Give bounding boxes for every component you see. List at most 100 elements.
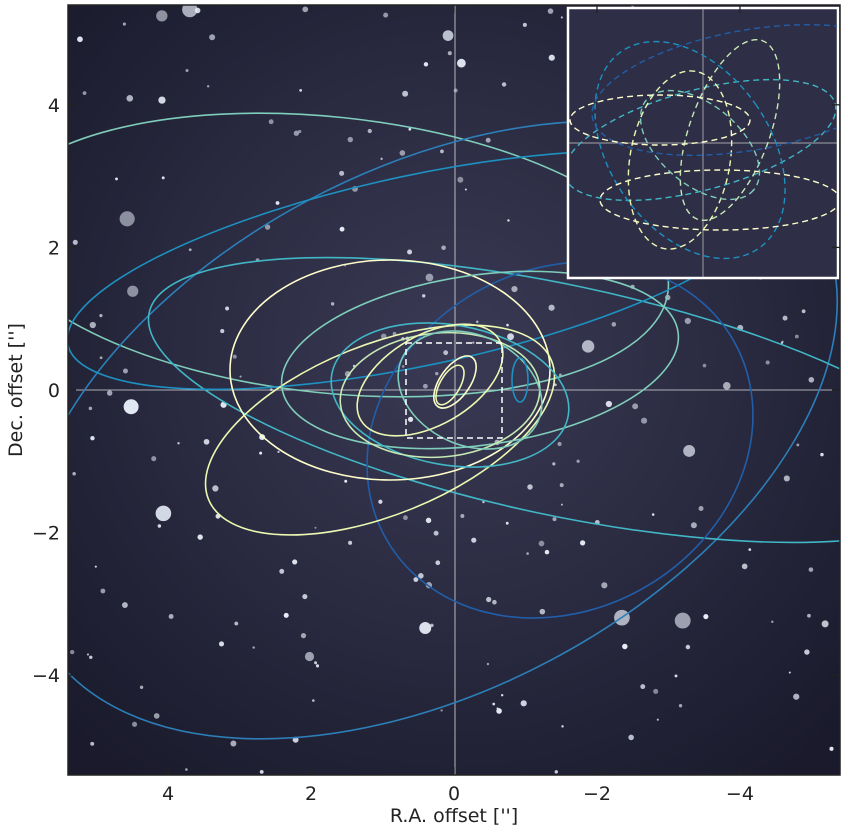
star [212, 485, 219, 492]
inset-orbit [569, 78, 837, 202]
orbit [147, 256, 840, 544]
star [106, 390, 113, 396]
y-tick-label: 4 [48, 95, 60, 117]
x-tick-label: −2 [583, 783, 611, 805]
star [121, 602, 128, 608]
star [678, 704, 683, 708]
star [155, 505, 172, 522]
orbit [330, 322, 570, 468]
y-tick-label: −2 [32, 523, 60, 545]
inset-orbit [639, 89, 761, 201]
star [209, 34, 216, 41]
star [99, 356, 103, 360]
star [300, 632, 307, 639]
inset-orbit [569, 94, 751, 146]
star [442, 30, 454, 41]
star [433, 530, 439, 536]
x-tick-label: −4 [726, 783, 754, 805]
star [383, 12, 389, 18]
star [460, 514, 465, 519]
star [218, 641, 225, 647]
star [506, 323, 509, 327]
star [378, 499, 383, 504]
star [252, 646, 255, 649]
inset-orbit [599, 169, 837, 231]
star [656, 718, 659, 721]
star [722, 382, 731, 390]
star [440, 709, 443, 712]
star [486, 596, 492, 603]
star [698, 505, 704, 512]
star [794, 334, 799, 339]
star [741, 563, 748, 570]
star [492, 599, 497, 605]
star [153, 713, 160, 719]
y-tick-label: 0 [48, 380, 60, 402]
star [640, 684, 646, 690]
star [70, 649, 75, 655]
star [425, 273, 434, 282]
x-tick-label: 4 [162, 783, 174, 805]
orbit [366, 261, 754, 619]
orbit [204, 324, 556, 536]
star [684, 317, 691, 325]
star [804, 649, 810, 655]
y-tick-label: 2 [48, 237, 60, 259]
star [793, 693, 800, 700]
star [302, 594, 308, 600]
star [139, 685, 144, 689]
star [177, 442, 180, 445]
star [674, 674, 678, 678]
orbit [511, 357, 529, 403]
inset-orbit [679, 38, 781, 222]
star [501, 694, 504, 697]
star [77, 36, 83, 43]
star [748, 548, 752, 551]
star [123, 399, 139, 415]
star [156, 10, 168, 22]
star [419, 622, 432, 635]
star [339, 170, 345, 176]
star [122, 22, 126, 26]
star [344, 479, 348, 483]
star [622, 643, 628, 650]
inset-orbit [594, 40, 786, 260]
star [402, 90, 409, 97]
star [259, 769, 264, 774]
x-tick-label: 0 [448, 783, 460, 805]
star [453, 88, 458, 93]
star [771, 620, 774, 623]
orbit [280, 270, 680, 450]
star [457, 58, 466, 68]
star [576, 459, 580, 463]
star [185, 69, 189, 73]
orbit [229, 259, 551, 481]
star [82, 91, 87, 96]
star [348, 540, 353, 545]
star [511, 285, 518, 293]
star [314, 526, 317, 529]
star [447, 51, 452, 56]
star [206, 85, 210, 88]
star [220, 329, 225, 334]
star [347, 136, 354, 143]
star [203, 438, 210, 445]
star [157, 524, 162, 528]
star [651, 513, 655, 516]
star [496, 707, 499, 710]
star [151, 456, 157, 462]
star [464, 188, 467, 191]
star [628, 734, 634, 741]
star [476, 320, 479, 324]
star [581, 340, 595, 353]
star [674, 612, 691, 629]
star [264, 224, 271, 230]
star [808, 377, 815, 383]
star [72, 471, 76, 476]
star [561, 725, 564, 728]
star [99, 314, 103, 318]
star [820, 452, 824, 457]
star [197, 534, 203, 540]
star [560, 503, 563, 506]
star [539, 608, 546, 615]
